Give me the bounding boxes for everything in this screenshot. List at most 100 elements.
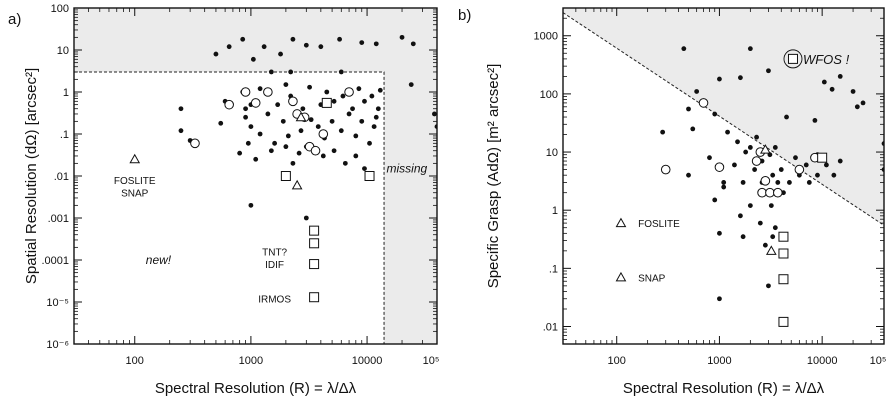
- data-point-filled-circle: [712, 111, 718, 117]
- panel-label: a): [8, 11, 21, 28]
- data-point-filled-circle: [824, 162, 829, 168]
- y-axis-label: Specific Grasp (AdΩ) [m² arcsec²]: [485, 64, 502, 289]
- y-tick-label: 100: [51, 3, 69, 15]
- data-point-filled-circle: [288, 69, 294, 75]
- data-point-open-square: [280, 171, 291, 181]
- data-point-filled-circle: [735, 139, 740, 145]
- data-point-filled-circle: [740, 180, 746, 185]
- data-point-filled-circle: [350, 106, 355, 112]
- y-tick-label: 10: [57, 45, 69, 57]
- data-point-filled-circle: [362, 98, 367, 104]
- data-point-filled-circle: [717, 296, 722, 302]
- data-point-filled-circle: [775, 180, 781, 185]
- data-point-filled-circle: [754, 134, 759, 140]
- data-point-open-circle: [773, 187, 783, 198]
- data-point-filled-circle: [308, 117, 314, 123]
- data-point-filled-circle: [707, 155, 712, 161]
- y-tick-label: 10⁻⁵: [46, 297, 69, 309]
- data-markers: [129, 34, 437, 303]
- data-point-open-triangle: [760, 144, 771, 154]
- data-point-filled-circle: [237, 150, 243, 156]
- data-point-filled-circle: [178, 128, 184, 134]
- data-point-filled-circle: [747, 203, 753, 208]
- data-point-filled-circle: [346, 111, 352, 117]
- data-point-filled-circle: [268, 148, 274, 154]
- data-point-open-square: [778, 274, 789, 285]
- data-point-filled-circle: [686, 172, 691, 178]
- x-tick-label: 10⁵: [870, 355, 887, 367]
- data-point-filled-circle: [854, 104, 860, 110]
- data-point-filled-circle: [694, 89, 700, 94]
- data-point-open-square: [778, 316, 789, 327]
- data-point-open-circle: [224, 99, 234, 110]
- data-point-filled-circle: [243, 114, 248, 120]
- data-point-filled-circle: [283, 82, 289, 88]
- y-axis-label: Spatial Resolution (dΩ) [arcsec²]: [23, 68, 40, 284]
- data-point-filled-circle: [315, 124, 321, 130]
- data-point-filled-circle: [375, 106, 381, 112]
- y-tick-label: 1: [552, 205, 558, 217]
- data-point-open-circle: [288, 96, 298, 107]
- data-point-open-circle: [240, 87, 251, 97]
- data-point-open-square: [787, 53, 798, 64]
- instrument-label: SNAP: [638, 273, 666, 284]
- data-point-filled-circle: [268, 69, 274, 75]
- data-point-filled-circle: [290, 160, 296, 166]
- data-point-open-circle: [757, 187, 767, 198]
- shaded-region: [563, 8, 884, 226]
- data-point-filled-circle: [359, 40, 365, 46]
- data-point-filled-circle: [324, 89, 330, 95]
- data-point-open-circle: [318, 129, 329, 139]
- data-point-filled-circle: [747, 145, 753, 150]
- panel-a: 100 1000 10000 10⁵ 100 10 1 .1 .01 .001 .0001 10⁻⁵ 1…: [8, 3, 439, 397]
- data-point-filled-circle: [803, 162, 809, 168]
- boundary-dashed-line: [74, 71, 385, 344]
- data-point-filled-circle: [766, 68, 771, 74]
- data-point-filled-circle: [359, 118, 365, 124]
- data-point-filled-circle: [766, 283, 771, 289]
- data-point-filled-circle: [717, 76, 722, 82]
- data-point-filled-circle: [338, 69, 344, 75]
- data-point-open-square: [364, 171, 375, 181]
- data-point-filled-circle: [721, 184, 727, 190]
- y-tick-label: 10⁻⁶: [46, 339, 69, 351]
- panel-label: b): [458, 7, 471, 24]
- data-point-filled-circle: [660, 129, 666, 135]
- data-point-filled-circle: [307, 84, 312, 90]
- data-point-filled-circle: [300, 106, 306, 112]
- data-point-open-circle: [698, 98, 709, 108]
- data-point-open-square: [778, 231, 789, 242]
- data-point-filled-circle: [787, 180, 792, 185]
- data-markers: [615, 46, 884, 327]
- data-point-filled-circle: [770, 172, 776, 178]
- x-tick-label: 10⁵: [423, 355, 440, 367]
- data-point-filled-circle: [860, 100, 866, 106]
- data-point-filled-circle: [377, 87, 383, 93]
- data-point-open-circle: [751, 156, 762, 166]
- data-point-filled-circle: [762, 242, 768, 248]
- data-point-filled-circle: [329, 118, 335, 124]
- plot-frame: [562, 7, 885, 345]
- data-point-open-square: [309, 259, 320, 270]
- data-point-open-triangle: [129, 153, 141, 164]
- data-point-filled-circle: [280, 118, 286, 124]
- x-tick-label: 100: [608, 355, 626, 367]
- data-point-open-square: [309, 292, 320, 303]
- data-point-open-circle: [344, 87, 354, 97]
- data-point-filled-circle: [356, 86, 362, 92]
- y-tick-label: 100: [540, 89, 558, 101]
- data-point-filled-circle: [353, 133, 359, 139]
- data-point-filled-circle: [434, 124, 437, 130]
- data-point-filled-circle: [367, 140, 372, 146]
- data-point-open-square: [309, 238, 320, 249]
- data-point-open-triangle: [291, 179, 303, 190]
- data-point-open-triangle: [615, 217, 627, 228]
- data-point-filled-circle: [738, 213, 743, 219]
- data-point-filled-circle: [784, 114, 789, 120]
- data-point-filled-circle: [757, 220, 763, 226]
- instrument-label: IRMOS: [258, 295, 291, 306]
- x-tick-label: 10000: [807, 355, 838, 367]
- data-point-filled-circle: [793, 155, 798, 161]
- shaded-region: [74, 8, 437, 344]
